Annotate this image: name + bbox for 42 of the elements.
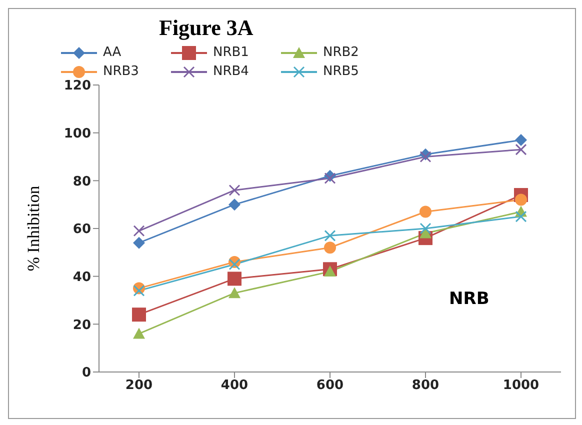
point	[133, 225, 145, 237]
point	[515, 194, 527, 206]
y-axis-title: % Inhibition	[24, 185, 44, 272]
point	[133, 328, 145, 339]
point	[324, 172, 336, 184]
point	[420, 206, 432, 218]
point	[515, 134, 527, 146]
point	[133, 284, 145, 296]
point	[420, 222, 432, 234]
y-tick-label: 100	[64, 126, 91, 142]
y-tick-label: 60	[72, 222, 91, 238]
legend-label: NRB5	[323, 64, 359, 79]
point	[324, 242, 336, 254]
point	[228, 198, 240, 211]
point	[420, 151, 432, 162]
point	[133, 236, 145, 249]
y-tick-label: 80	[72, 174, 91, 190]
y-tick-label: 120	[64, 78, 91, 94]
point	[515, 210, 527, 222]
point	[228, 258, 240, 270]
point	[228, 184, 240, 196]
legend-label: NRB3	[103, 64, 139, 79]
x-tick-label: 400	[220, 378, 248, 394]
legend-label: NRB4	[213, 64, 249, 79]
x-tick-label: 600	[316, 378, 344, 394]
y-tick-label: 20	[72, 318, 91, 333]
x-tick-label: 200	[125, 378, 153, 394]
y-tick-label: 0	[82, 366, 91, 381]
x-tick-label: 800	[412, 378, 440, 394]
legend-label: NRB1	[213, 45, 249, 60]
y-tick-label: 40	[72, 270, 91, 285]
point	[228, 272, 242, 286]
point	[132, 308, 146, 322]
chart-title: Figure 3A	[159, 15, 254, 40]
point	[324, 230, 336, 242]
point	[228, 287, 240, 298]
annotation: NRB	[449, 289, 490, 309]
legend-label: AA	[103, 45, 122, 60]
point	[515, 144, 527, 156]
x-tick-label: 1000	[502, 378, 540, 394]
point	[324, 266, 336, 277]
legend-label: NRB2	[323, 45, 359, 60]
